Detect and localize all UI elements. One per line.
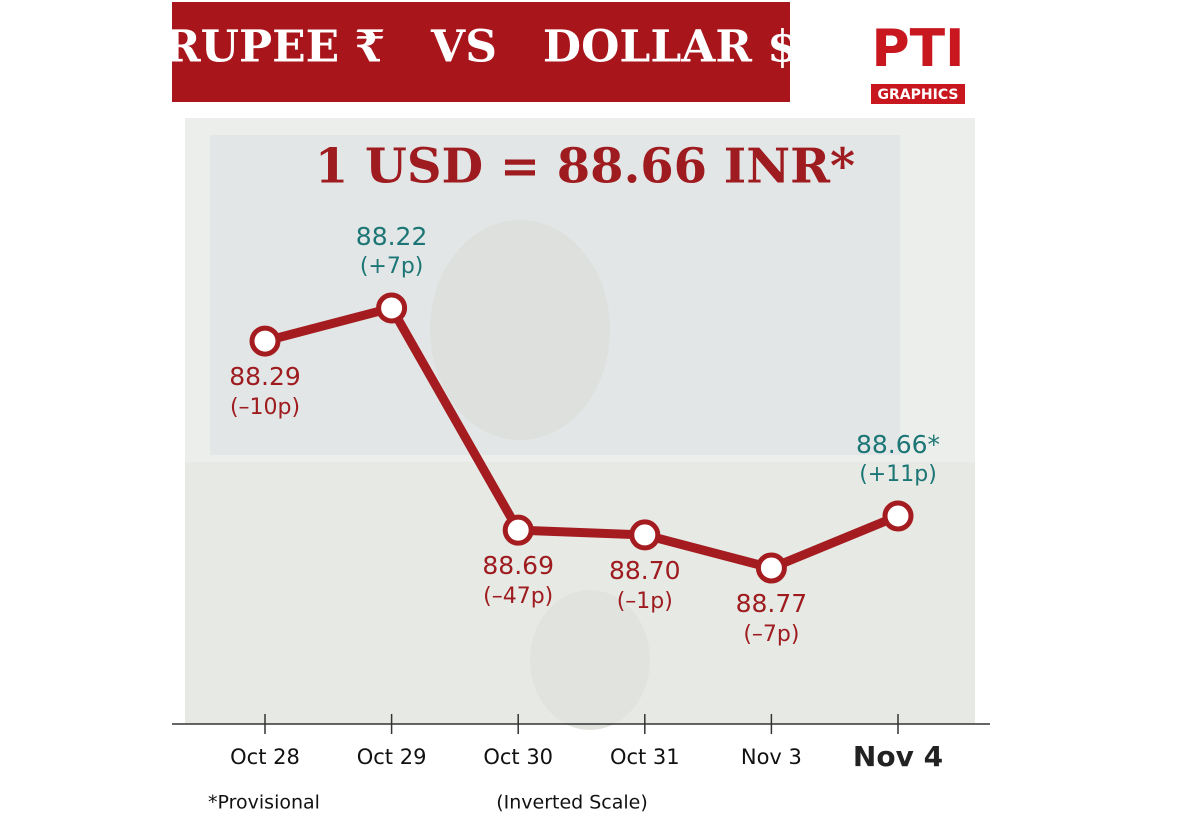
title-banner: [172, 2, 790, 102]
change-label: (–7p): [743, 622, 799, 647]
x-tick-label: Oct 29: [357, 745, 427, 769]
change-label: (–47p): [483, 584, 553, 609]
logo-tag: GRAPHICS: [878, 87, 959, 103]
scale-note: (Inverted Scale): [496, 792, 648, 814]
point: [882, 500, 914, 532]
point: [629, 519, 661, 551]
portrait: [530, 590, 650, 730]
x-tick-label: Oct 31: [610, 745, 680, 769]
headline: 1 USD = 88.66 INR*: [315, 139, 855, 195]
x-tick-label: Nov 3: [741, 745, 802, 769]
change-label: (–1p): [617, 589, 673, 614]
line: [263, 303, 900, 573]
change-label: (–10p): [230, 395, 300, 420]
x-tick-label: Oct 30: [483, 745, 553, 769]
change-label: (+7p): [360, 254, 424, 279]
value-label: 88.22: [356, 222, 428, 251]
point: [755, 552, 787, 584]
value-label: 88.69: [482, 551, 554, 580]
value-label: 88.77: [736, 589, 808, 618]
logo-brand: PTI: [872, 19, 965, 79]
logo-box: [871, 84, 965, 104]
portrait: [430, 220, 610, 440]
value-label: 88.70: [609, 556, 681, 585]
point: [376, 292, 408, 324]
change-label: (+11p): [859, 462, 937, 487]
point: [502, 514, 534, 546]
value-label: 88.29: [229, 362, 301, 391]
footnote: *Provisional: [208, 792, 320, 814]
point: [249, 325, 281, 357]
x-tick-label: Oct 28: [230, 745, 300, 769]
value-label: 88.66*: [856, 430, 940, 459]
x-tick-label: Nov 4: [853, 740, 943, 773]
chart-title: RUPEE ₹ VS DOLLAR $: [164, 22, 798, 73]
